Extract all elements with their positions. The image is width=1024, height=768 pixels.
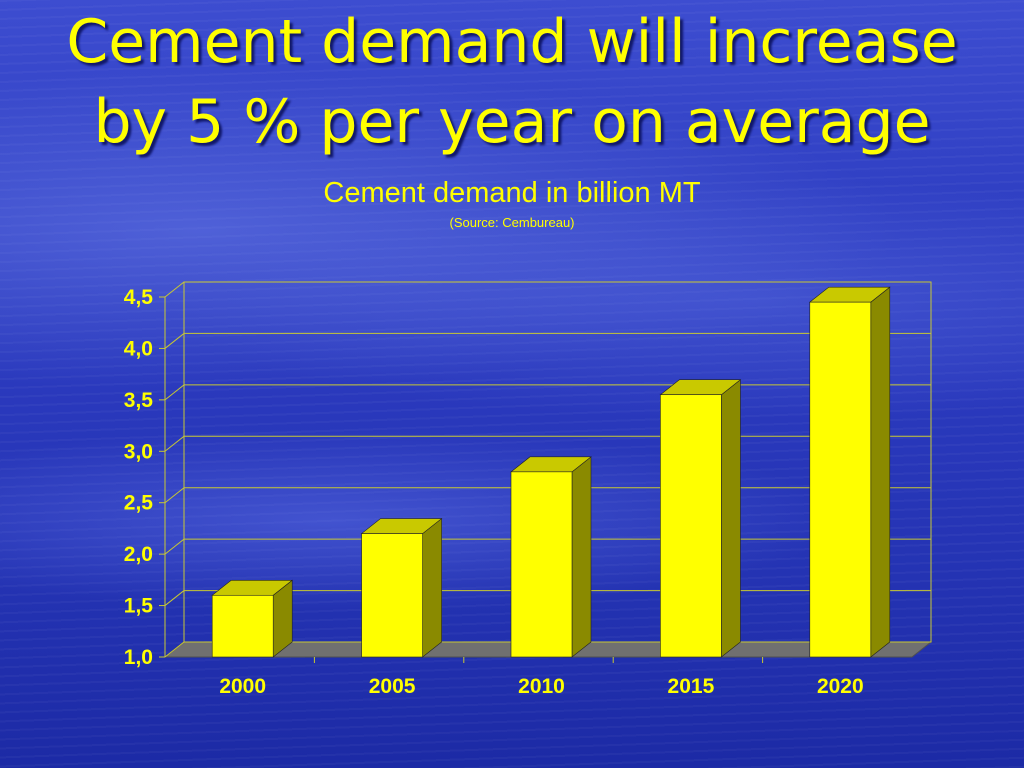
gridline-wall-segment: [164, 538, 185, 555]
bar-side: [571, 456, 592, 658]
gridline-wall-segment: [164, 641, 185, 658]
x-tick-label: 2005: [369, 675, 416, 698]
x-tick-label: 2020: [817, 675, 864, 698]
bar-2020: [809, 301, 872, 658]
gridline-wall-segment: [164, 333, 185, 349]
gridline-wall-segment: [164, 281, 185, 298]
bar-2010: [510, 471, 573, 658]
chart-source: (Source: Cembureau): [449, 215, 575, 230]
slide-title-line-1: Cement demand will increase: [66, 7, 958, 77]
y-tick-label: 1,5: [124, 595, 154, 618]
bar-2005: [361, 533, 423, 658]
slide-title-line-2: by 5 % per year on average: [93, 87, 931, 157]
y-tick-label: 4,0: [124, 337, 153, 360]
slide-title: Cement demand will increase by 5 % per y…: [0, 2, 1024, 162]
gridline-wall-segment: [164, 590, 185, 606]
chart-title: Cement demand in billion MT: [323, 177, 701, 209]
bar-side: [721, 379, 741, 658]
y-tick-label: 3,0: [124, 440, 153, 463]
bar-side: [870, 286, 891, 658]
gridline-wall-segment: [164, 435, 185, 452]
x-tick-label: 2000: [219, 675, 266, 698]
y-tick-label: 1,0: [124, 646, 153, 669]
x-tick-label: 2010: [518, 675, 565, 698]
gridline-wall-segment: [164, 384, 185, 401]
y-tick-label: 4,5: [124, 286, 154, 309]
x-tick-label: 2015: [668, 675, 715, 698]
y-tick-label: 2,0: [124, 543, 153, 566]
gridline-wall-segment: [164, 487, 185, 504]
bar-2015: [660, 394, 722, 658]
y-tick-label: 2,5: [124, 492, 154, 515]
y-tick-label: 3,5: [124, 389, 154, 412]
bar-2000: [211, 594, 274, 658]
bar-side: [422, 517, 442, 658]
